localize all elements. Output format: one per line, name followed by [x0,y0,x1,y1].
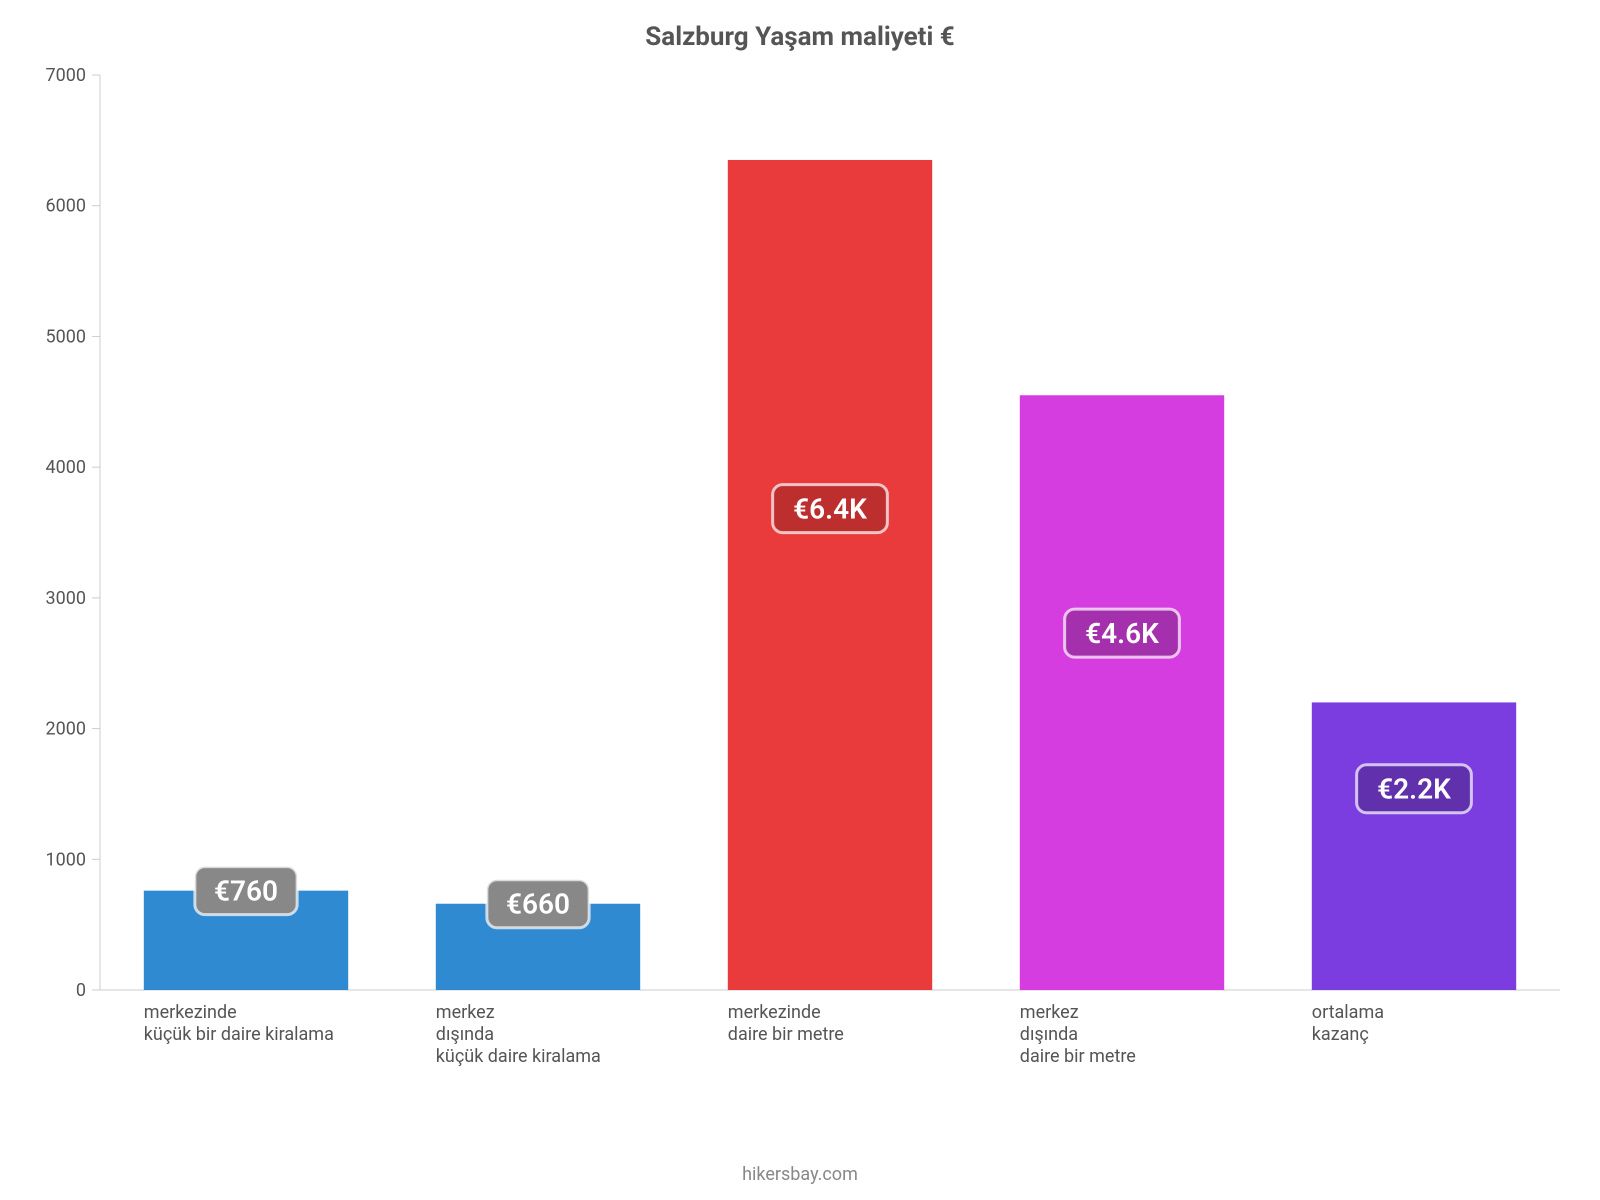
bar-value-label: €2.2K [1377,773,1451,806]
chart-container: Salzburg Yaşam maliyeti € 0 1000 2000 3000 40… [20,10,1580,1150]
y-tick-label: 6000 [46,196,86,217]
bar-chart-svg: Salzburg Yaşam maliyeti € 0 1000 2000 3000 40… [20,10,1580,1150]
bar-value-label: €4.6K [1085,617,1159,650]
x-category-label: merkezindeküçük bir daire kiralama [144,1002,334,1045]
footer-attribution: hikersbay.com [0,1164,1600,1185]
bar [1312,702,1516,990]
chart-title: Salzburg Yaşam maliyeti € [645,22,954,52]
bar-value-label: €6.4K [793,492,867,525]
x-category-label: merkezindedaire bir metre [728,1002,844,1045]
y-tick-label: 4000 [46,457,86,478]
y-tick-label: 2000 [46,719,86,740]
bar [728,160,932,990]
bar [1020,395,1224,990]
x-category-label: ortalamakazanç [1312,1002,1384,1045]
bar-value-label: €760 [214,874,278,907]
x-category-label: merkezdışındaküçük daire kiralama [436,1002,601,1067]
y-tick-label: 0 [76,980,86,1001]
y-tick-label: 7000 [46,65,86,86]
chart-stage: Salzburg Yaşam maliyeti € 0 1000 2000 3000 40… [0,0,1600,1200]
y-tick-label: 1000 [46,849,86,870]
bar-value-label: €660 [506,888,570,921]
y-tick-label: 5000 [46,326,86,347]
y-tick-label: 3000 [46,588,86,609]
x-category-label: merkezdışındadaire bir metre [1020,1002,1136,1067]
footer-text: hikersbay.com [742,1164,858,1185]
